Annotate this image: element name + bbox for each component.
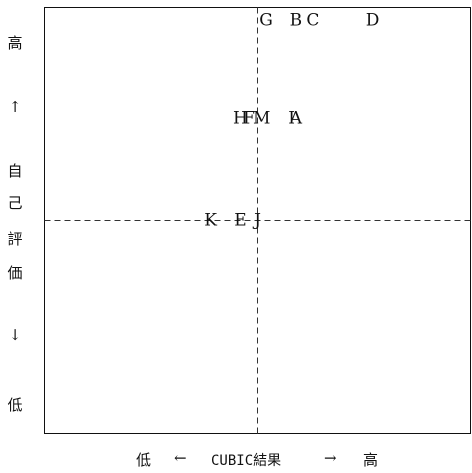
point-label-k: K — [204, 211, 217, 231]
x-axis-high-label: 高 — [363, 451, 379, 469]
point-label-c: C — [306, 10, 319, 30]
x-axis-title: CUBIC結果 — [211, 453, 282, 469]
point-label-f: F — [243, 108, 255, 128]
y-axis-down-arrow: ↓ — [8, 326, 22, 344]
y-axis-label-char: 己 — [7, 194, 23, 212]
y-axis-label-char: 価 — [7, 264, 23, 282]
point-label-i: I — [288, 108, 295, 128]
point-label-e: E — [234, 211, 246, 231]
point-label-h: H — [233, 108, 248, 128]
point-label-j: J — [252, 211, 261, 231]
point-label-g: G — [259, 10, 273, 30]
x-axis-right-arrow: → — [324, 449, 337, 467]
x-axis-left-arrow: ← — [174, 449, 187, 467]
y-axis-label-char: 自 — [7, 162, 23, 180]
point-label-d: D — [366, 10, 380, 30]
point-label-a: A — [289, 108, 303, 128]
y-axis-low-label: 低 — [7, 396, 23, 414]
y-axis-high-label: 高 — [7, 34, 23, 52]
y-axis-up-arrow: ↑ — [8, 98, 22, 116]
x-axis-low-label: 低 — [136, 451, 152, 469]
point-label-b: B — [290, 10, 303, 30]
point-label-m: M — [253, 108, 270, 128]
data-points: G B C D HFM IA K E J — [204, 10, 379, 230]
y-axis-label-char: 評 — [7, 230, 23, 248]
